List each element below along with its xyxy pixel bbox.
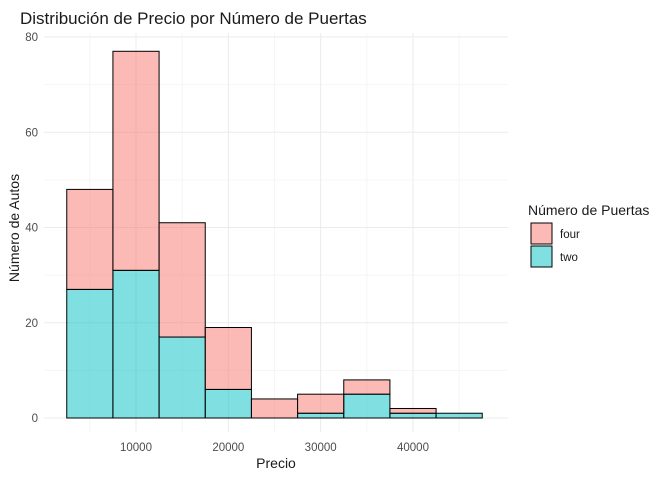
x-axis-title: Precio (256, 455, 296, 471)
legend-key-four (530, 222, 553, 245)
y-tick-label: 0 (32, 413, 38, 425)
bar-four-bin-5 (250, 398, 299, 419)
x-tick-label: 40000 (397, 442, 429, 454)
bar-two-bin-4 (204, 388, 252, 419)
y-tick-label: 20 (25, 318, 38, 330)
bar-two-bin-7 (343, 393, 391, 419)
bar-two-bin-3 (158, 336, 206, 419)
x-tick-label: 20000 (212, 442, 244, 454)
bar-four-bin-3 (158, 222, 206, 338)
x-tick-label: 30000 (305, 442, 337, 454)
y-axis-ticks: 0 20 40 60 80 (25, 32, 38, 425)
bar-two-bin-1 (66, 288, 114, 419)
y-tick-label: 40 (25, 223, 38, 235)
legend: Número de Puertas four two (528, 202, 649, 268)
x-tick-label: 10000 (120, 442, 152, 454)
bar-two-bin-2 (112, 269, 160, 419)
y-tick-label: 80 (25, 32, 38, 44)
bar-four-bin-6 (297, 393, 345, 414)
x-axis-ticks: 10000 20000 30000 40000 (120, 442, 429, 454)
y-tick-label: 60 (25, 127, 38, 139)
bar-four-bin-4 (204, 327, 252, 390)
legend-label-two: two (560, 252, 578, 264)
bar-four-bin-8 (389, 407, 437, 414)
bar-four-bin-1 (66, 188, 114, 290)
bar-two-bin-6 (297, 412, 345, 419)
legend-key-two (530, 245, 553, 268)
y-axis-title: Número de Autos (6, 174, 22, 282)
bar-two-bin-8 (389, 412, 437, 419)
bar-four-bin-7 (343, 379, 391, 395)
legend-label-four: four (560, 229, 580, 241)
legend-title: Número de Puertas (528, 202, 649, 218)
chart-title: Distribución de Precio por Número de Pue… (20, 9, 367, 28)
bars (66, 50, 483, 419)
bar-two-bin-9 (435, 412, 483, 419)
bar-four-bin-2 (112, 50, 160, 271)
